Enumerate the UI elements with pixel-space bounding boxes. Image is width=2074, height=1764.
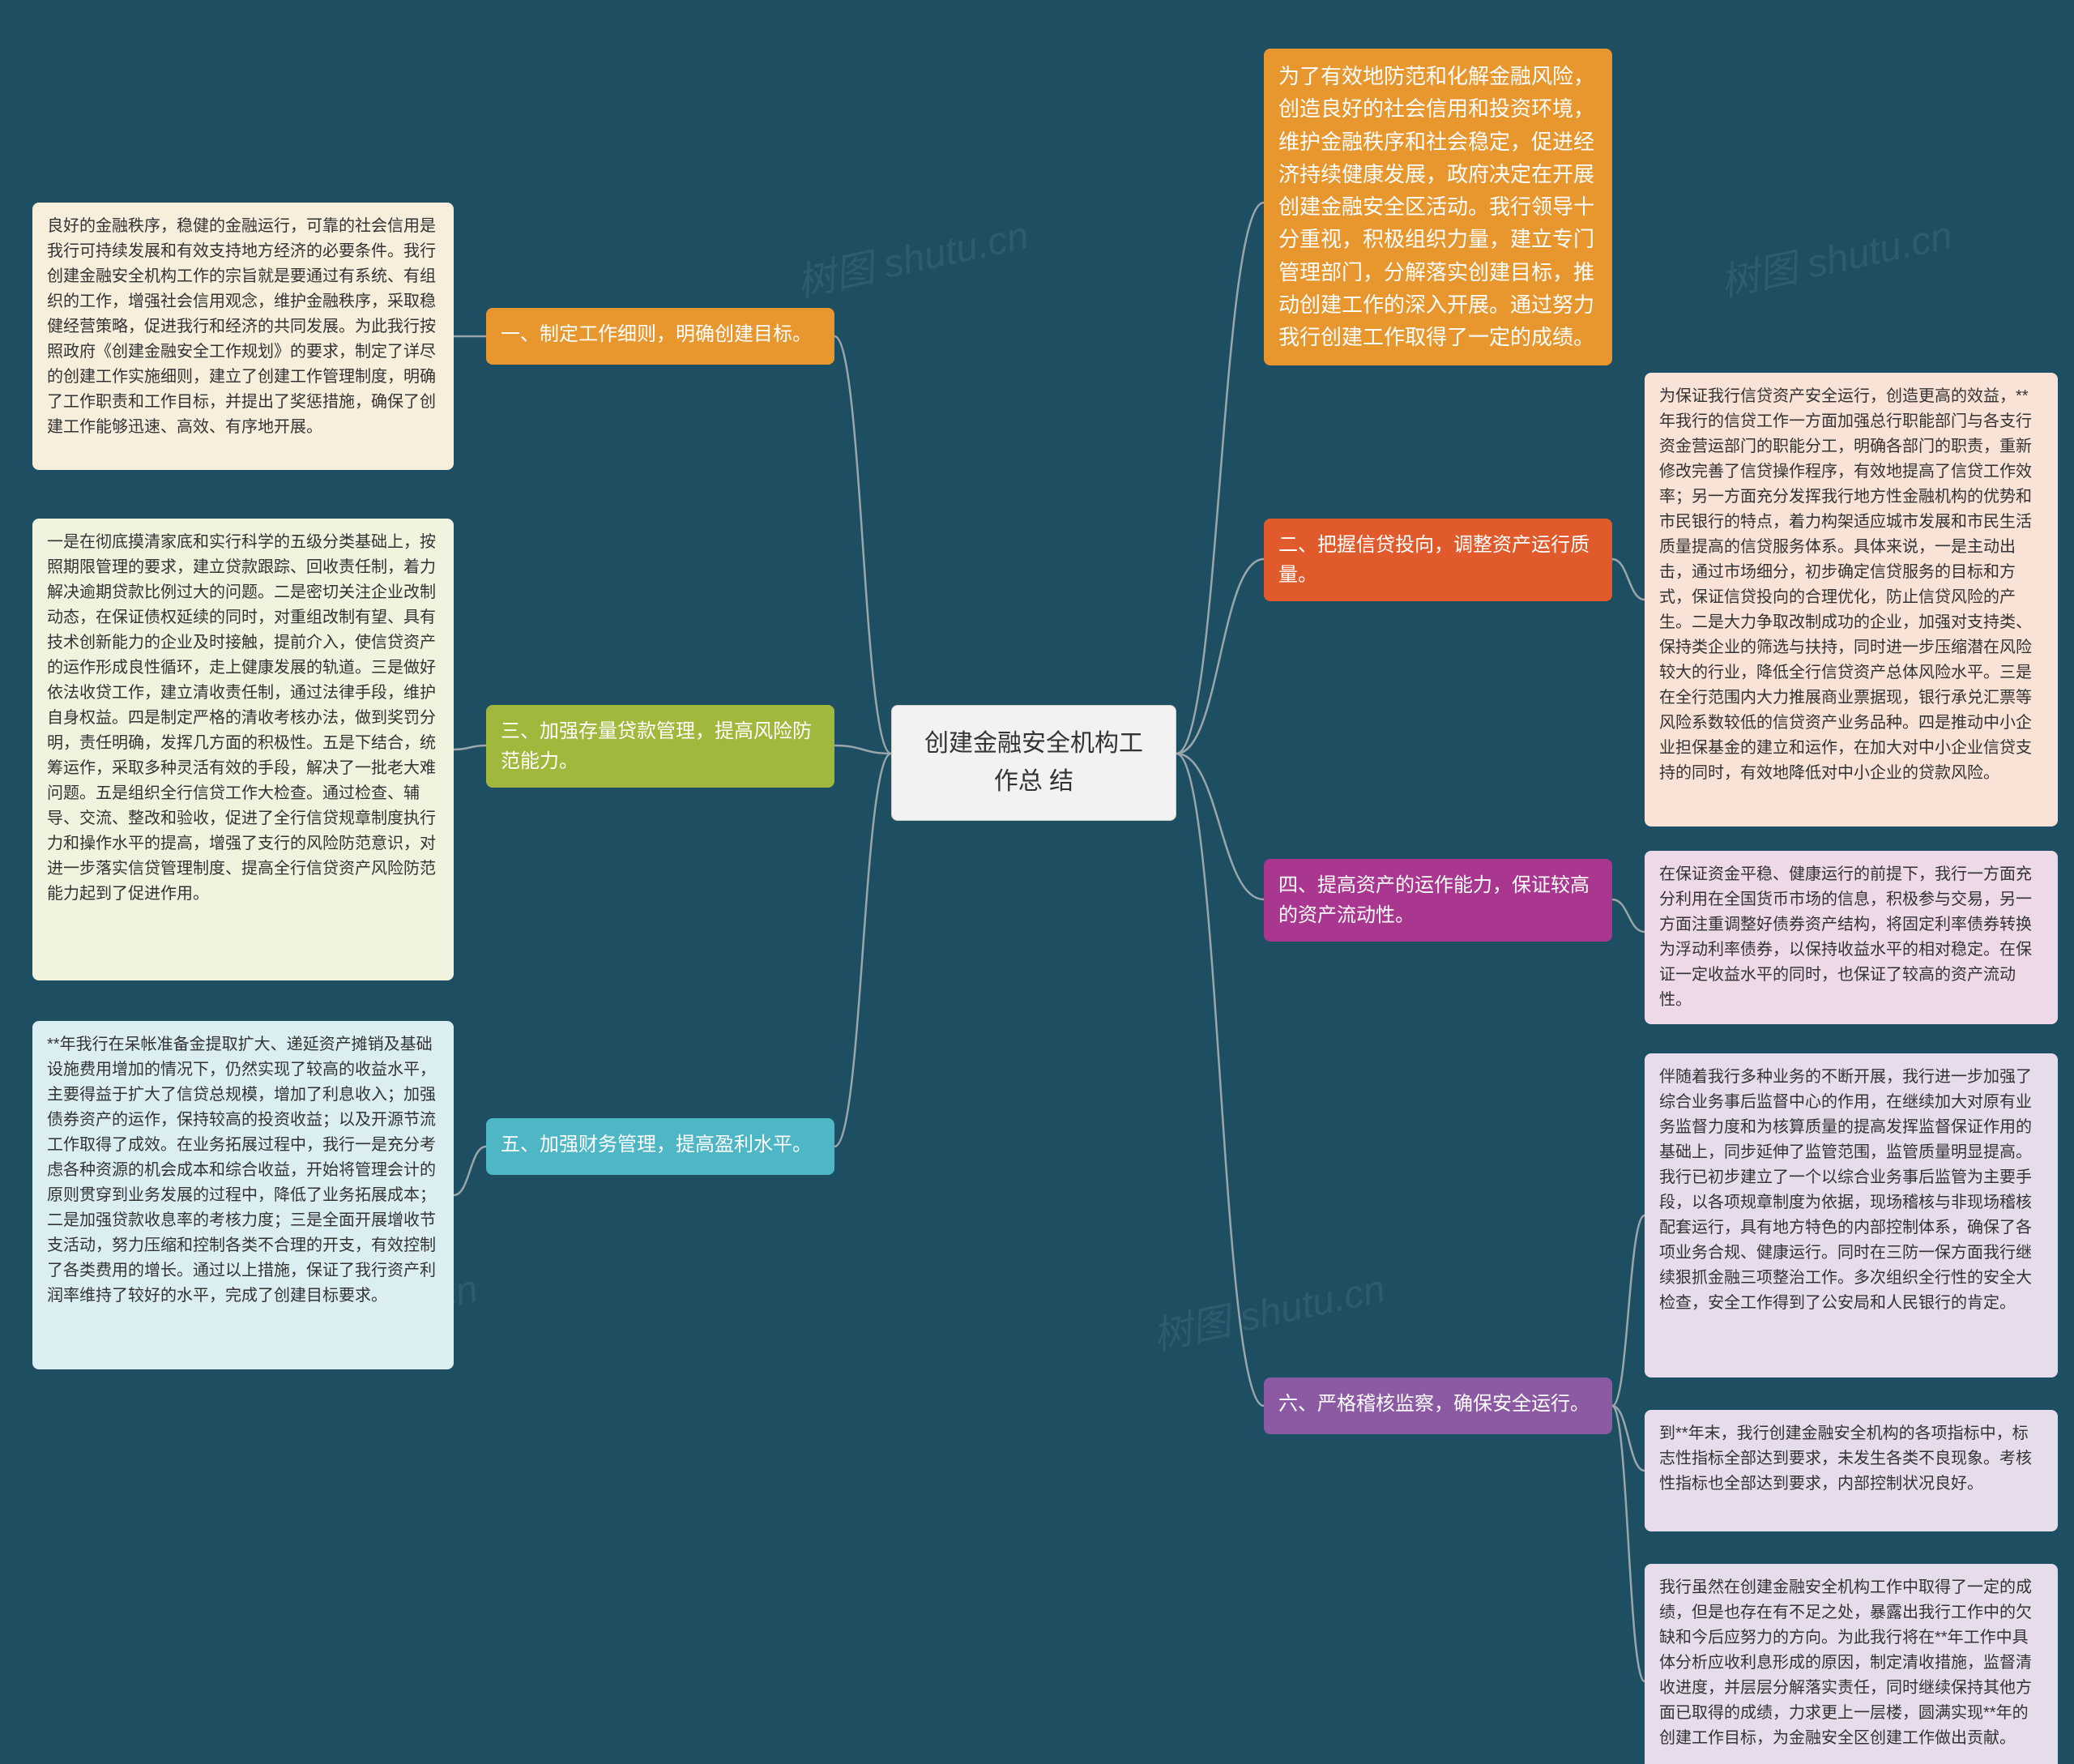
leaf-L3: 一是在彻底摸清家底和实行科学的五级分类基础上，按照期限管理的要求，建立贷款跟踪、… <box>32 519 454 980</box>
branch-L5[interactable]: 五、加强财务管理，提高盈利水平。 <box>486 1118 834 1175</box>
branch-L1[interactable]: 一、制定工作细则，明确创建目标。 <box>486 308 834 365</box>
leaf-R4: 在保证资金平稳、健康运行的前提下，我行一方面充分利用在全国货币市场的信息，积极参… <box>1645 851 2058 1024</box>
branch-L3[interactable]: 三、加强存量贷款管理，提高风险防范能力。 <box>486 705 834 788</box>
leaf-R6-1: 到**年末，我行创建金融安全机构的各项指标中，标志性指标全部达到要求，未发生各类… <box>1645 1410 2058 1531</box>
branch-R6[interactable]: 六、严格稽核监察，确保安全运行。 <box>1264 1377 1612 1434</box>
center-node: 创建金融安全机构工作总 结 <box>891 705 1176 821</box>
watermark: 树图 shutu.cn <box>1147 1257 1389 1361</box>
leaf-R0: 为了有效地防范和化解金融风险，创造良好的社会信用和投资环境，维护金融秩序和社会稳… <box>1264 49 1612 365</box>
leaf-R6-2: 我行虽然在创建金融安全机构工作中取得了一定的成绩，但是也存在有不足之处，暴露出我… <box>1645 1564 2058 1764</box>
watermark: 树图 shutu.cn <box>1714 203 1957 308</box>
branch-R2[interactable]: 二、把握信贷投向，调整资产运行质量。 <box>1264 519 1612 601</box>
leaf-L5: **年我行在呆帐准备金提取扩大、递延资产摊销及基础设施费用增加的情况下，仍然实现… <box>32 1021 454 1369</box>
watermark: 树图 shutu.cn <box>791 203 1033 308</box>
leaf-L1: 良好的金融秩序，稳健的金融运行，可靠的社会信用是我行可持续发展和有效支持地方经济… <box>32 203 454 470</box>
branch-R4[interactable]: 四、提高资产的运作能力，保证较高的资产流动性。 <box>1264 859 1612 942</box>
leaf-R6-0: 伴随着我行多种业务的不断开展，我行进一步加强了综合业务事后监督中心的作用，在继续… <box>1645 1053 2058 1377</box>
leaf-R2: 为保证我行信贷资产安全运行，创造更高的效益，**年我行的信贷工作一方面加强总行职… <box>1645 373 2058 826</box>
